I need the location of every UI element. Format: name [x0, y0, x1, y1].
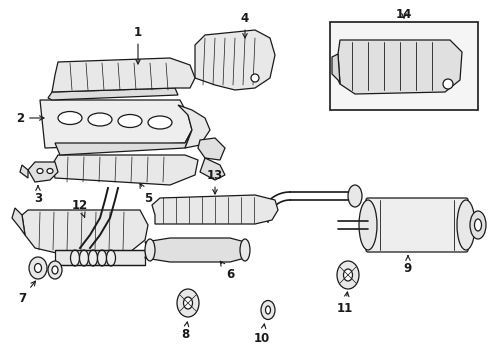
Ellipse shape — [80, 250, 88, 266]
Ellipse shape — [442, 79, 452, 89]
Ellipse shape — [336, 261, 358, 289]
Ellipse shape — [358, 200, 376, 250]
Text: 5: 5 — [140, 184, 152, 204]
Text: 12: 12 — [72, 198, 88, 217]
Ellipse shape — [47, 168, 53, 174]
FancyBboxPatch shape — [365, 198, 467, 252]
Ellipse shape — [58, 112, 82, 125]
Ellipse shape — [250, 74, 259, 82]
Polygon shape — [331, 54, 339, 84]
Ellipse shape — [343, 269, 352, 281]
Ellipse shape — [469, 211, 485, 239]
Ellipse shape — [97, 250, 106, 266]
Text: 1: 1 — [134, 26, 142, 64]
Polygon shape — [55, 250, 145, 265]
Polygon shape — [195, 30, 274, 90]
Text: 7: 7 — [18, 281, 36, 305]
Ellipse shape — [106, 250, 115, 266]
Polygon shape — [200, 158, 224, 180]
Polygon shape — [145, 238, 247, 262]
Ellipse shape — [261, 301, 274, 320]
Text: 11: 11 — [336, 292, 352, 315]
Ellipse shape — [35, 264, 41, 273]
Ellipse shape — [118, 114, 142, 127]
Ellipse shape — [240, 239, 249, 261]
Text: 8: 8 — [181, 322, 189, 342]
Ellipse shape — [70, 250, 80, 266]
Text: 9: 9 — [403, 256, 411, 274]
Ellipse shape — [473, 219, 481, 231]
Polygon shape — [22, 210, 148, 255]
Polygon shape — [178, 105, 209, 148]
Polygon shape — [337, 40, 461, 94]
Text: 13: 13 — [206, 168, 223, 194]
Polygon shape — [55, 130, 192, 155]
Text: 2: 2 — [16, 112, 44, 125]
Ellipse shape — [37, 168, 43, 174]
Text: 6: 6 — [220, 261, 234, 282]
Polygon shape — [367, 200, 465, 250]
Text: 4: 4 — [241, 12, 248, 38]
Ellipse shape — [29, 257, 47, 279]
Text: 3: 3 — [34, 186, 42, 204]
Bar — [329, 22, 477, 110]
Ellipse shape — [88, 113, 112, 126]
Polygon shape — [52, 58, 195, 92]
Ellipse shape — [48, 261, 62, 279]
Polygon shape — [20, 165, 28, 178]
Polygon shape — [40, 100, 192, 148]
Polygon shape — [28, 162, 58, 182]
Ellipse shape — [265, 306, 270, 314]
Ellipse shape — [148, 116, 172, 129]
Polygon shape — [52, 155, 198, 185]
Ellipse shape — [145, 239, 155, 261]
Polygon shape — [48, 88, 178, 100]
Ellipse shape — [347, 185, 361, 207]
Ellipse shape — [183, 297, 192, 309]
Polygon shape — [152, 195, 278, 224]
Text: 14: 14 — [395, 8, 411, 21]
Text: 10: 10 — [253, 324, 269, 345]
Ellipse shape — [52, 266, 58, 274]
Polygon shape — [198, 138, 224, 160]
Ellipse shape — [88, 250, 97, 266]
Polygon shape — [12, 208, 25, 235]
Ellipse shape — [456, 200, 474, 250]
Ellipse shape — [177, 289, 199, 317]
